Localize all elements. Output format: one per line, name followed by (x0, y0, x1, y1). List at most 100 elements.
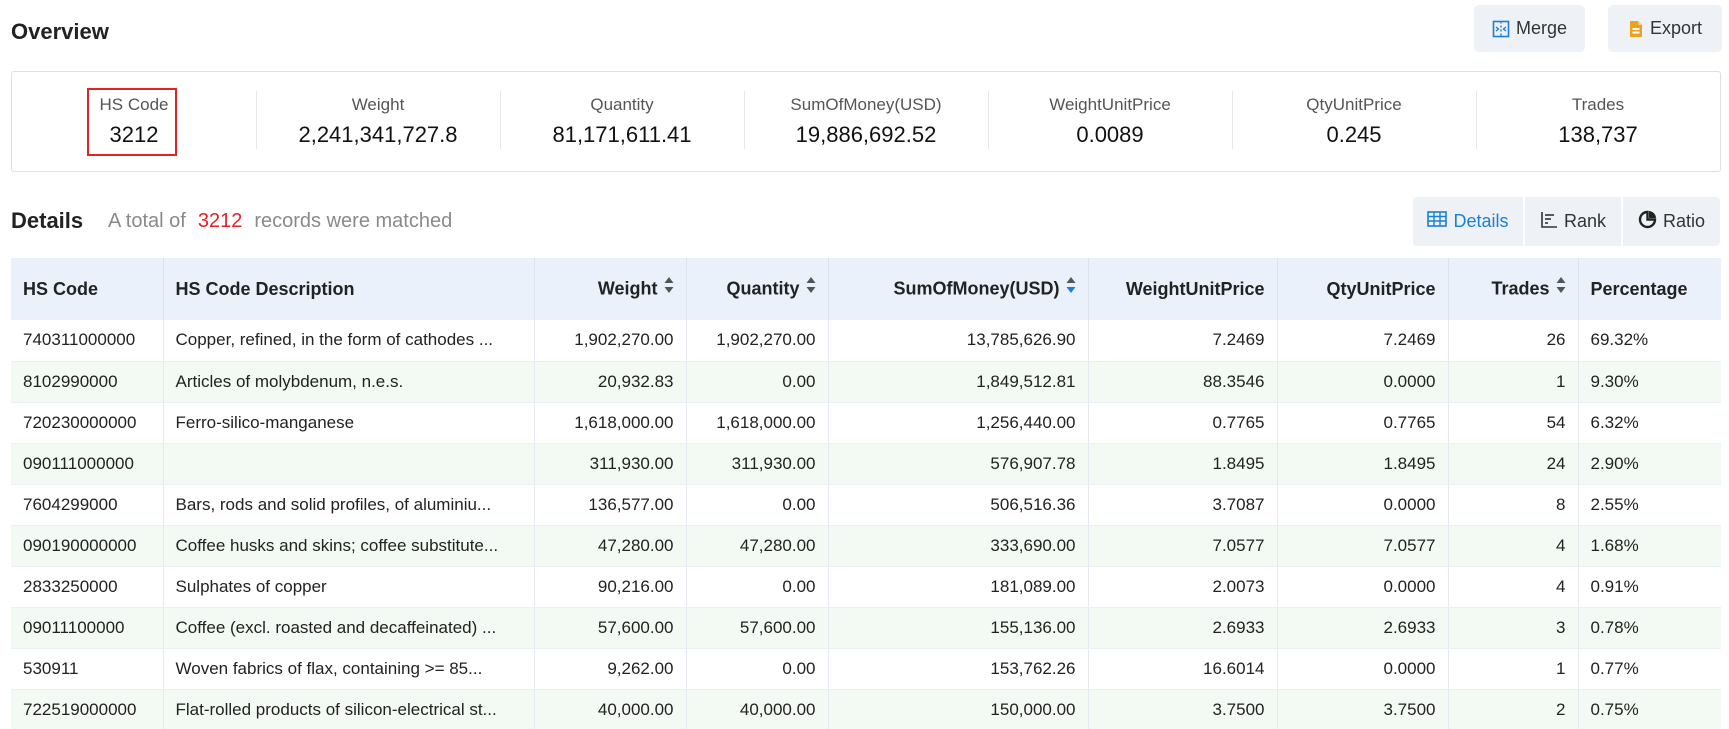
details-view-button[interactable]: Details (1413, 197, 1523, 246)
cell-qty-unit-price: 0.0000 (1277, 648, 1449, 690)
sort-icon[interactable] (1556, 276, 1566, 299)
column-label: Quantity (726, 277, 800, 298)
cell-quantity: 311,930.00 (686, 443, 829, 485)
cell-description: Sulphates of copper (163, 566, 535, 608)
table-row[interactable]: 8102990000 Articles of molybdenum, n.e.s.… (11, 361, 1721, 403)
cell-sum-of-money: 181,089.00 (828, 566, 1089, 608)
column-header-weight-unit-price[interactable]: WeightUnitPrice (1088, 258, 1278, 320)
cell-weight-unit-price: 3.7087 (1088, 484, 1278, 526)
stat-sum-of-money[interactable]: SumOfMoney(USD) 19,886,692.52 (744, 72, 988, 171)
cell-quantity: 47,280.00 (686, 525, 829, 567)
export-button[interactable]: Export (1608, 5, 1722, 52)
table-row[interactable]: 7604299000 Bars, rods and solid profiles,… (11, 484, 1721, 526)
table-row[interactable]: 09011100000 Coffee (excl. roasted and dec… (11, 607, 1721, 649)
cell-weight: 136,577.00 (534, 484, 687, 526)
column-header-qty-unit-price[interactable]: QtyUnitPrice (1277, 258, 1449, 320)
cell-description: Copper, refined, in the form of cathodes… (163, 320, 535, 362)
cell-hs-code: 09011100000 (11, 607, 164, 649)
overview-stats: HS Code 3212 Weight 2,241,341,727.8 Quan… (11, 71, 1721, 172)
merge-button[interactable]: Merge (1474, 5, 1585, 52)
stat-label: Quantity (590, 94, 654, 114)
cell-percentage: 2.90% (1578, 443, 1721, 485)
stat-qty-unit-price[interactable]: QtyUnitPrice 0.245 (1232, 72, 1476, 171)
rank-view-button[interactable]: Rank (1525, 197, 1621, 246)
stat-label: Weight (351, 94, 405, 114)
cell-trades: 2 (1448, 689, 1579, 729)
cell-qty-unit-price: 0.0000 (1277, 484, 1449, 526)
cell-percentage: 0.78% (1578, 607, 1721, 649)
table-row[interactable]: 090190000000 Coffee husks and skins; coff… (11, 525, 1721, 567)
stat-trades[interactable]: Trades 138,737 (1476, 72, 1720, 171)
cell-weight-unit-price: 88.3546 (1088, 361, 1278, 403)
cell-sum-of-money: 576,907.78 (828, 443, 1089, 485)
cell-weight-unit-price: 7.2469 (1088, 320, 1278, 362)
table-row[interactable]: 530911 Woven fabrics of flax, containing … (11, 648, 1721, 690)
column-header-trades[interactable]: Trades (1448, 258, 1579, 320)
table-row[interactable]: 090111000000 311,930.00 311,930.00 576,907.… (11, 443, 1721, 485)
sort-icon[interactable] (806, 276, 816, 299)
pie-chart-icon (1638, 210, 1657, 234)
records-summary: A total of 3212 records were matched (108, 210, 452, 233)
cell-weight: 1,902,270.00 (534, 320, 687, 362)
column-header-weight[interactable]: Weight (534, 258, 687, 320)
cell-trades: 1 (1448, 648, 1579, 690)
stat-value: 2,241,341,727.8 (298, 121, 458, 147)
cell-qty-unit-price: 7.0577 (1277, 525, 1449, 567)
record-count: 3212 (197, 210, 243, 232)
column-label: QtyUnitPrice (1326, 278, 1436, 299)
cell-hs-code: 090111000000 (11, 443, 164, 485)
sort-icon[interactable] (664, 276, 674, 299)
cell-sum-of-money: 1,256,440.00 (828, 402, 1089, 444)
column-label: SumOfMoney(USD) (893, 277, 1060, 298)
cell-qty-unit-price: 3.7500 (1277, 689, 1449, 729)
cell-percentage: 69.32% (1578, 320, 1721, 362)
cell-qty-unit-price: 0.7765 (1277, 402, 1449, 444)
column-header-percentage[interactable]: Percentage (1578, 258, 1721, 320)
column-header-quantity[interactable]: Quantity (686, 258, 829, 320)
cell-description: Coffee (excl. roasted and decaffeinated)… (163, 607, 535, 649)
ratio-view-button[interactable]: Ratio (1623, 197, 1720, 246)
cell-percentage: 2.55% (1578, 484, 1721, 526)
column-label: Trades (1491, 277, 1550, 298)
cell-percentage: 9.30% (1578, 361, 1721, 403)
stat-label: HS Code (99, 94, 169, 114)
table-row[interactable]: 720230000000 Ferro-silico-manganese 1,618,… (11, 402, 1721, 444)
stat-hs-code[interactable]: HS Code 3212 (12, 72, 256, 171)
cell-sum-of-money: 153,762.26 (828, 648, 1089, 690)
cell-weight-unit-price: 0.7765 (1088, 402, 1278, 444)
stat-weight[interactable]: Weight 2,241,341,727.8 (256, 72, 500, 171)
column-header-sum-of-money[interactable]: SumOfMoney(USD) (828, 258, 1089, 320)
cell-trades: 54 (1448, 402, 1579, 444)
cell-hs-code: 722519000000 (11, 689, 164, 729)
cell-description: Bars, rods and solid profiles, of alumin… (163, 484, 535, 526)
cell-weight: 90,216.00 (534, 566, 687, 608)
table-row[interactable]: 722519000000 Flat-rolled products of sili… (11, 689, 1721, 729)
cell-sum-of-money: 150,000.00 (828, 689, 1089, 729)
cell-weight: 40,000.00 (534, 689, 687, 729)
details-table-container: HS Code HS Code Description Weight Quant… (11, 258, 1721, 729)
table-header-row: HS Code HS Code Description Weight Quant… (11, 258, 1721, 320)
cell-quantity: 40,000.00 (686, 689, 829, 729)
sort-desc-icon[interactable] (1066, 276, 1076, 299)
cell-weight: 20,932.83 (534, 361, 687, 403)
details-title: Details (11, 208, 84, 233)
cell-weight: 9,262.00 (534, 648, 687, 690)
stat-value: 19,886,692.52 (795, 121, 937, 147)
column-header-description[interactable]: HS Code Description (163, 258, 535, 320)
cell-quantity: 0.00 (686, 566, 829, 608)
cell-weight: 1,618,000.00 (534, 402, 687, 444)
cell-hs-code: 8102990000 (11, 361, 164, 403)
summary-prefix: A total of (108, 210, 186, 232)
table-row[interactable]: 740311000000 Copper, refined, in the form… (11, 320, 1721, 362)
table-row[interactable]: 2833250000 Sulphates of copper 90,216.00 0.… (11, 566, 1721, 608)
cell-percentage: 1.68% (1578, 525, 1721, 567)
stat-value: 0.245 (1326, 121, 1382, 147)
cell-qty-unit-price: 7.2469 (1277, 320, 1449, 362)
cell-percentage: 0.91% (1578, 566, 1721, 608)
stat-weight-unit-price[interactable]: WeightUnitPrice 0.0089 (988, 72, 1232, 171)
details-view-label: Details (1453, 211, 1509, 231)
merge-icon (1492, 20, 1510, 38)
stat-quantity[interactable]: Quantity 81,171,611.41 (500, 72, 744, 171)
column-header-hs-code[interactable]: HS Code (11, 258, 164, 320)
export-label: Export (1649, 18, 1703, 38)
